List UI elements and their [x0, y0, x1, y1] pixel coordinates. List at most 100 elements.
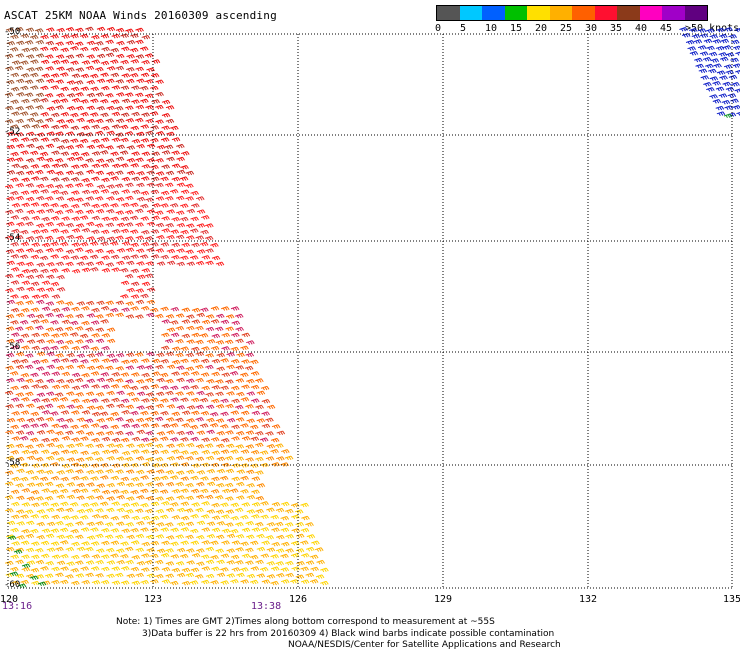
- wind-barb: [140, 385, 150, 391]
- wind-barb: [35, 559, 45, 565]
- wind-barb: [26, 67, 35, 72]
- wind-barb: [91, 229, 100, 235]
- wind-barb: [719, 33, 728, 39]
- wind-barb: [86, 365, 96, 371]
- wind-barb: [90, 423, 100, 428]
- wind-barb: [80, 566, 89, 571]
- wind-barb: [241, 332, 251, 338]
- wind-barb: [200, 488, 209, 494]
- wind-barb: [101, 398, 110, 403]
- wind-barb: [16, 521, 25, 526]
- wind-barb: [120, 541, 129, 546]
- wind-barb: [21, 47, 31, 53]
- wind-barb: [196, 312, 206, 318]
- wind-barb: [171, 371, 180, 376]
- wind-barb: [191, 371, 200, 376]
- wind-barb: [136, 143, 145, 149]
- wind-barb: [171, 411, 181, 417]
- wind-barb: [723, 64, 733, 69]
- wind-barb: [26, 496, 36, 501]
- wind-barb: [40, 449, 50, 454]
- wind-barb: [709, 34, 719, 39]
- wind-barb: [261, 579, 271, 584]
- wind-barb: [31, 176, 40, 181]
- wind-barb: [70, 567, 80, 573]
- wind-barb: [66, 391, 75, 396]
- wind-barb: [246, 469, 255, 475]
- wind-barb: [20, 462, 29, 468]
- wind-barb: [206, 379, 215, 384]
- wind-barb: [105, 222, 115, 228]
- wind-barb: [185, 495, 194, 501]
- wind-barb: [235, 378, 245, 383]
- wind-barb: [129, 215, 139, 221]
- wind-barb: [95, 405, 104, 410]
- wind-barb: [699, 51, 709, 56]
- wind-barb: [205, 326, 215, 332]
- wind-barb: [170, 229, 180, 234]
- wind-barb: [180, 255, 189, 261]
- wind-barb: [110, 307, 119, 313]
- wind-barb: [45, 40, 55, 46]
- wind-barb: [170, 320, 179, 325]
- wind-barb: [166, 209, 176, 214]
- wind-barb: [699, 33, 709, 38]
- wind-barb: [155, 496, 164, 501]
- wind-barb: [241, 502, 251, 507]
- wind-barb: [96, 377, 106, 383]
- wind-barb: [45, 117, 54, 123]
- wind-barb: [20, 294, 30, 300]
- wind-barb: [31, 541, 40, 546]
- wind-barb: [185, 366, 195, 371]
- wind-barb: [230, 554, 240, 560]
- wind-barb: [246, 418, 255, 423]
- wind-barb: [26, 418, 36, 423]
- wind-barb: [56, 457, 65, 462]
- wind-barb: [45, 221, 55, 227]
- wind-barb: [271, 541, 281, 547]
- wind-barb: [196, 534, 205, 540]
- wind-barb: [724, 27, 733, 32]
- wind-barb: [311, 540, 320, 546]
- wind-barb: [129, 229, 139, 234]
- wind-barb: [36, 430, 46, 435]
- wind-barb: [81, 345, 90, 350]
- wind-barb: [56, 404, 66, 410]
- wind-barb: [5, 481, 14, 487]
- wind-barb: [65, 26, 75, 32]
- wind-barb: [226, 364, 235, 370]
- wind-barb: [85, 209, 95, 215]
- wind-barb: [290, 579, 299, 584]
- wind-barb: [105, 93, 114, 98]
- wind-barb: [190, 475, 199, 481]
- wind-barb: [36, 535, 46, 540]
- wind-barb: [100, 60, 110, 66]
- wind-barb: [46, 274, 55, 280]
- wind-barb: [723, 113, 733, 119]
- wind-barb: [155, 79, 164, 85]
- wind-barb: [115, 443, 124, 449]
- wind-barb: [180, 229, 189, 235]
- wind-barb: [230, 385, 240, 391]
- wind-barb: [221, 488, 231, 494]
- wind-barb: [86, 495, 95, 500]
- wind-barb: [31, 98, 41, 103]
- wind-barb: [46, 131, 56, 136]
- wind-barb: [185, 572, 195, 578]
- wind-barb: [169, 423, 179, 428]
- wind-barb: [100, 579, 110, 585]
- wind-barb: [81, 502, 90, 508]
- wind-barb: [15, 300, 24, 306]
- wind-barb: [26, 520, 35, 526]
- wind-barb: [260, 501, 269, 506]
- wind-barb: [86, 353, 96, 358]
- wind-barb: [61, 384, 70, 389]
- wind-barb: [150, 307, 159, 313]
- wind-barb: [186, 325, 195, 331]
- wind-barb: [131, 555, 141, 560]
- wind-barb: [255, 495, 265, 501]
- wind-barb: [115, 469, 124, 474]
- wind-barb: [106, 390, 115, 396]
- wind-barb: [11, 203, 21, 208]
- wind-barb: [81, 541, 90, 546]
